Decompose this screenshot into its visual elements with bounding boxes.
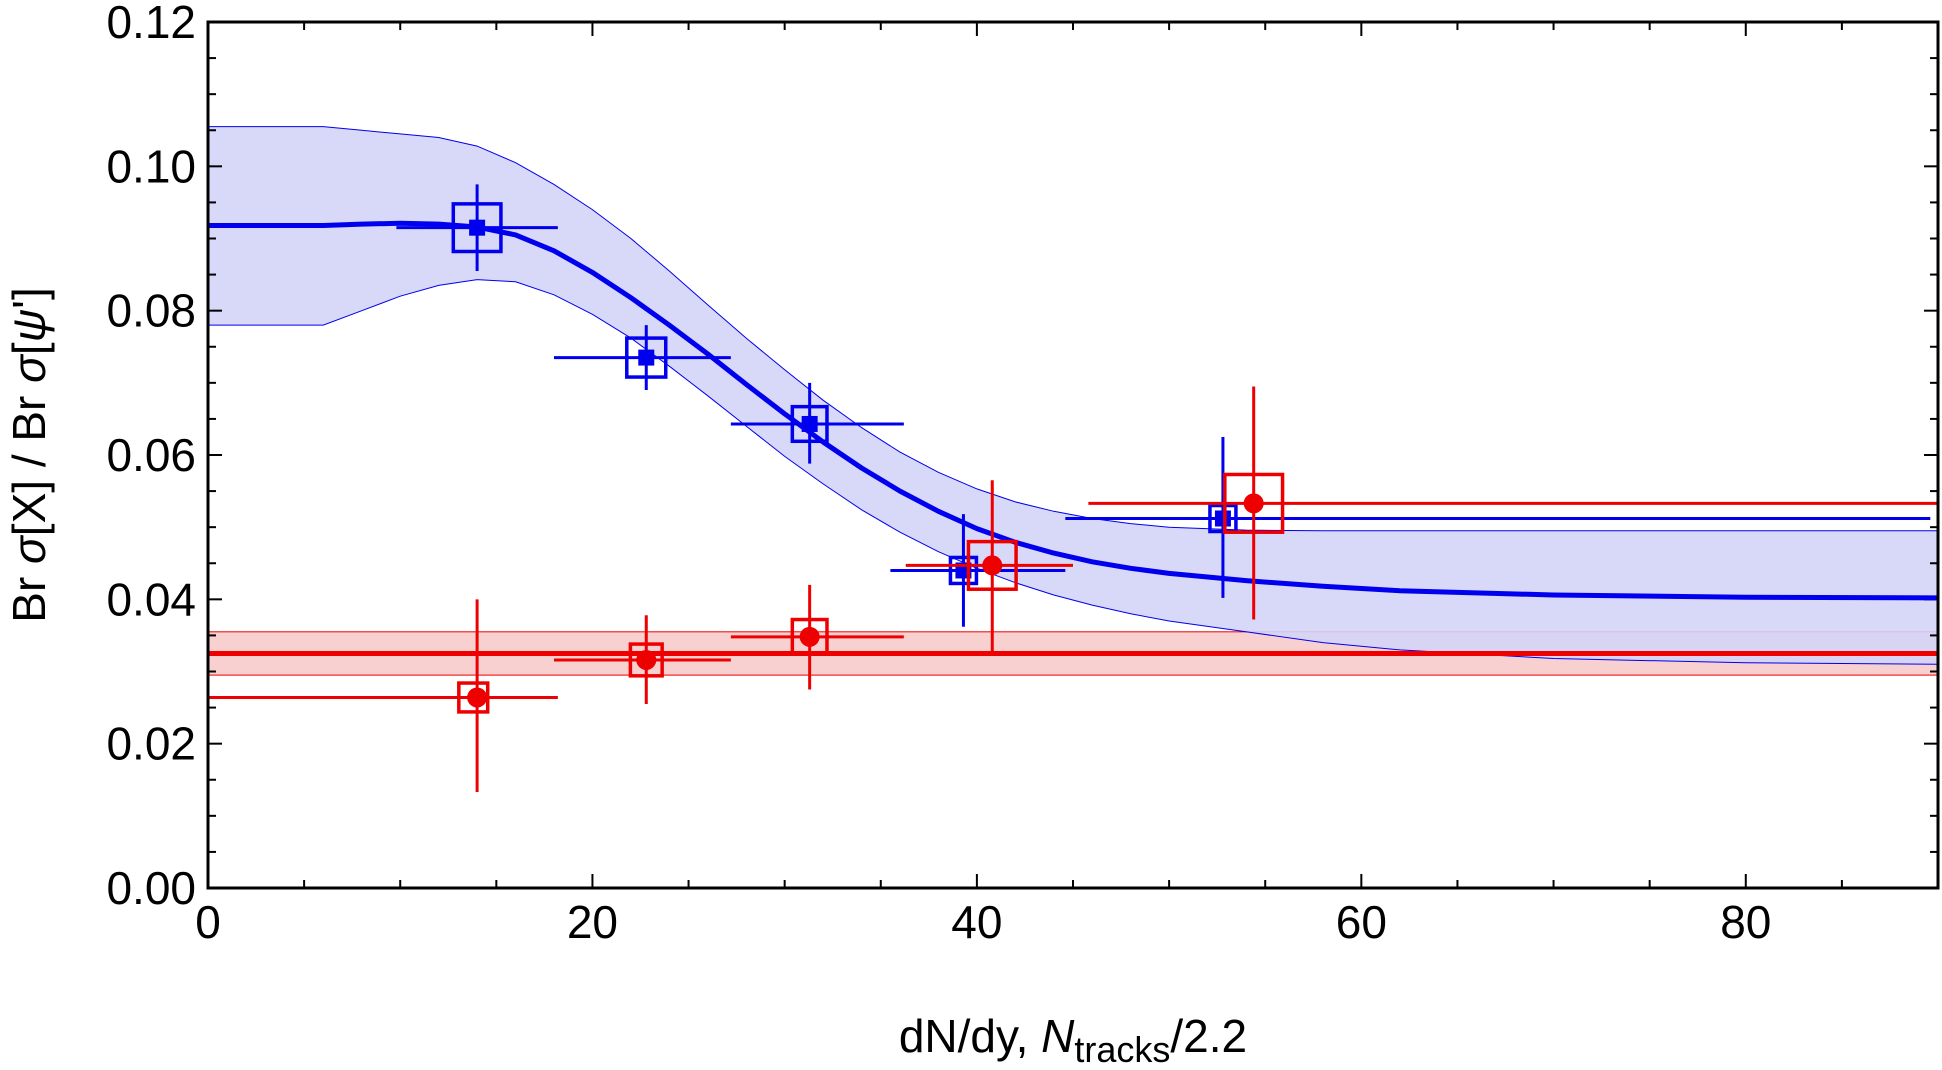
square-marker <box>638 349 655 366</box>
data-point <box>1088 386 1938 620</box>
x-axis-title-var: N <box>1041 1010 1075 1062</box>
y-axis-title-sigma2: σ <box>3 353 55 383</box>
x-tick-label: 20 <box>567 896 618 948</box>
tick-labels-layer: 0 20 40 60 80 0.00 0.02 0.04 0.06 0.08 0.10 0.12 <box>106 0 1771 948</box>
blue-band <box>208 126 1938 665</box>
y-axis-title-part4: '] <box>3 287 55 309</box>
y-tick-label: 0.06 <box>106 429 196 481</box>
data-point <box>208 599 558 793</box>
y-tick-label: 0.00 <box>106 862 196 914</box>
bands-layer <box>207 126 1939 676</box>
circle-marker <box>982 555 1003 576</box>
circle-marker <box>1243 493 1264 514</box>
y-axis-title: Br σ[X] / Br σ[ψ'] <box>3 287 55 622</box>
y-tick-label: 0.10 <box>106 140 196 192</box>
y-tick-label: 0.12 <box>106 0 196 48</box>
data-point <box>554 615 731 704</box>
systematic-box <box>625 336 668 379</box>
systematic-box <box>457 681 490 714</box>
x-tick-label: 0 <box>195 896 221 948</box>
square-marker <box>1214 510 1231 527</box>
systematic-box <box>1223 472 1285 534</box>
x-axis-title-prefix: dN/dy, <box>899 1010 1041 1062</box>
square-marker <box>469 219 486 236</box>
systematic-box <box>790 617 829 656</box>
data-point <box>730 584 904 690</box>
x-axis-title-sub: tracks <box>1074 1029 1170 1070</box>
systematic-box <box>1208 503 1238 534</box>
x-tick-label: 40 <box>951 896 1002 948</box>
data-point <box>905 480 1073 654</box>
blue-band-upper-edge <box>208 126 1938 532</box>
systematic-box <box>790 404 829 444</box>
systematic-box <box>966 539 1018 591</box>
data-point <box>396 184 558 271</box>
systematic-box <box>948 555 979 586</box>
y-tick-label: 0.04 <box>106 573 196 625</box>
y-axis-title-part1: Br <box>3 564 55 623</box>
x-axis-title: dN/dy, Ntracks/2.2 <box>899 1010 1247 1070</box>
plot-frame <box>206 20 1940 890</box>
points-layer <box>208 184 1938 793</box>
data-point <box>554 325 731 391</box>
y-axis-title-part3: [ <box>3 342 55 355</box>
systematic-box <box>451 202 503 254</box>
y-tick-label: 0.02 <box>106 718 196 770</box>
x-axis-title-suffix: /2.2 <box>1170 1010 1247 1062</box>
y-tick-label: 0.08 <box>106 285 196 337</box>
x-tick-label: 80 <box>1720 896 1771 948</box>
y-axis-title-sigma1: σ <box>3 534 55 564</box>
circle-marker <box>799 626 820 647</box>
x-tick-label: 60 <box>1336 896 1387 948</box>
y-axis-title-psi: ψ <box>3 309 55 342</box>
square-marker <box>801 415 818 432</box>
systematic-box <box>628 642 664 678</box>
y-axis-title-part2: [X] / Br <box>3 383 55 536</box>
circle-marker <box>636 649 657 670</box>
data-point <box>1065 436 1931 598</box>
data-point <box>730 382 904 464</box>
circle-marker <box>467 687 488 708</box>
blue-band-lower-edge <box>208 279 1939 665</box>
